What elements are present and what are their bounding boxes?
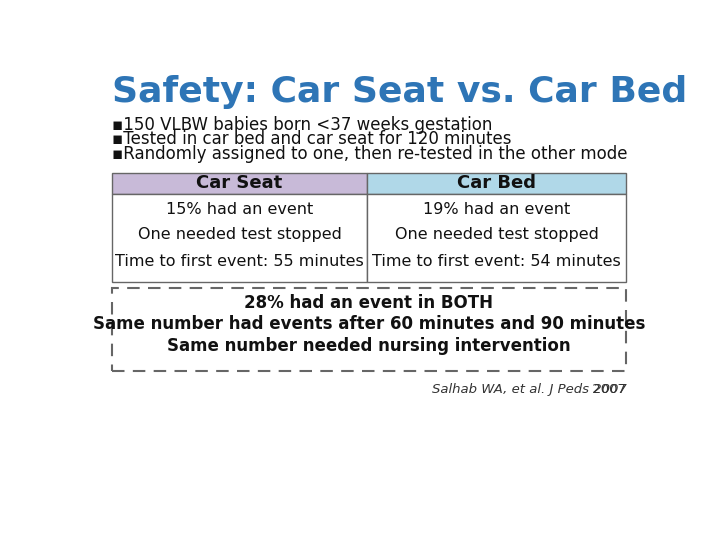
Text: Time to first event: 55 minutes: Time to first event: 55 minutes xyxy=(115,254,364,269)
Bar xyxy=(367,194,626,282)
Text: Same number needed nursing intervention: Same number needed nursing intervention xyxy=(167,337,571,355)
Bar xyxy=(112,173,367,194)
Bar xyxy=(112,288,626,372)
Text: ▪150 VLBW babies born <37 weeks gestation: ▪150 VLBW babies born <37 weeks gestatio… xyxy=(112,116,492,134)
Text: 2007: 2007 xyxy=(588,383,626,396)
Text: ▪Randomly assigned to one, then re-tested in the other mode: ▪Randomly assigned to one, then re-teste… xyxy=(112,145,627,163)
Text: Salhab WA, et al. J Peds 2007: Salhab WA, et al. J Peds 2007 xyxy=(431,383,626,396)
Bar xyxy=(367,173,626,194)
Text: 19% had an event: 19% had an event xyxy=(423,202,570,217)
Text: ▪Tested in car bed and car seat for 120 minutes: ▪Tested in car bed and car seat for 120 … xyxy=(112,131,511,149)
Text: 15% had an event: 15% had an event xyxy=(166,202,313,217)
Bar xyxy=(112,194,367,282)
Text: One needed test stopped: One needed test stopped xyxy=(395,227,599,242)
Text: Same number had events after 60 minutes and 90 minutes: Same number had events after 60 minutes … xyxy=(93,315,645,333)
Text: Safety: Car Seat vs. Car Bed: Safety: Car Seat vs. Car Bed xyxy=(112,75,688,109)
Text: Car Seat: Car Seat xyxy=(197,174,283,192)
Text: One needed test stopped: One needed test stopped xyxy=(138,227,341,242)
Text: 28% had an event in BOTH: 28% had an event in BOTH xyxy=(245,294,493,313)
Text: Car Bed: Car Bed xyxy=(457,174,536,192)
Text: Time to first event: 54 minutes: Time to first event: 54 minutes xyxy=(372,254,621,269)
